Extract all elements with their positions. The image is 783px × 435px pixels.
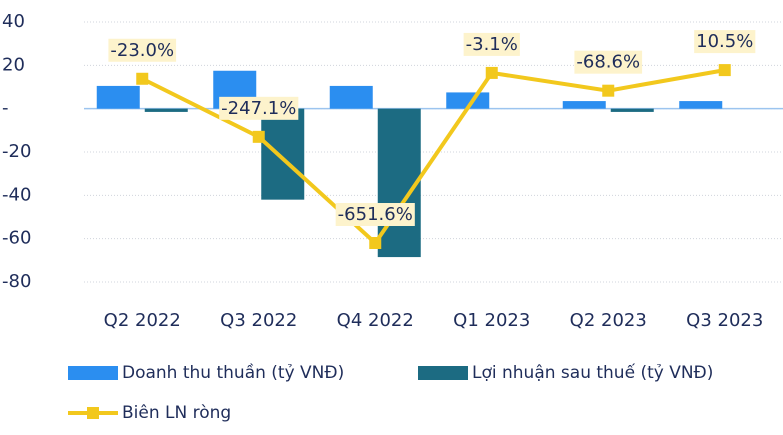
annotation: -3.1% xyxy=(466,34,518,55)
x-tick-label: Q4 2022 xyxy=(337,310,414,331)
marker xyxy=(602,84,615,97)
y-tick-label: -80 xyxy=(2,271,31,292)
annotation-box xyxy=(574,50,643,74)
y-tick-label: -20 xyxy=(2,141,31,162)
bar xyxy=(329,85,373,109)
y-tick-label: 40 xyxy=(2,11,25,32)
legend-swatch xyxy=(87,407,99,419)
legend-label: Biên LN ròng xyxy=(122,403,231,423)
marker xyxy=(369,237,382,249)
annotation: -68.6% xyxy=(576,52,640,73)
annotation-box xyxy=(108,38,177,62)
bar xyxy=(610,108,654,112)
marker xyxy=(252,130,265,143)
bar xyxy=(261,108,305,200)
marker xyxy=(136,72,149,85)
legend-label: Lợi nhuận sau thuế (tỷ VNĐ) xyxy=(472,362,713,383)
legend-swatch xyxy=(418,366,468,380)
x-tick-label: Q3 2023 xyxy=(686,310,763,331)
bar xyxy=(446,92,490,109)
legend-label: Doanh thu thuần (tỷ VNĐ) xyxy=(122,362,344,383)
marker xyxy=(485,66,498,79)
bar xyxy=(562,101,606,109)
x-tick-label: Q3 2022 xyxy=(220,310,297,331)
x-tick-label: Q2 2022 xyxy=(104,310,181,331)
bar xyxy=(96,85,140,109)
y-tick-label: - xyxy=(2,98,9,119)
annotation: -651.6% xyxy=(338,204,413,225)
legend-swatch xyxy=(68,366,118,380)
annotation-box xyxy=(694,30,756,54)
marker xyxy=(718,64,731,77)
bar xyxy=(144,108,188,112)
y-tick-label: -40 xyxy=(2,184,31,205)
annotation: 10.5% xyxy=(696,31,753,52)
annotation: -23.0% xyxy=(110,40,174,61)
x-tick-label: Q1 2023 xyxy=(453,310,530,331)
bar xyxy=(679,101,723,109)
x-tick-label: Q2 2023 xyxy=(570,310,647,331)
annotation-box xyxy=(219,96,299,120)
annotation-box xyxy=(463,32,520,56)
line xyxy=(141,68,726,247)
annotation: -247.1% xyxy=(221,98,296,119)
y-tick-label: 20 xyxy=(2,54,25,75)
y-tick-label: -60 xyxy=(2,228,31,249)
annotation-box xyxy=(335,203,415,226)
